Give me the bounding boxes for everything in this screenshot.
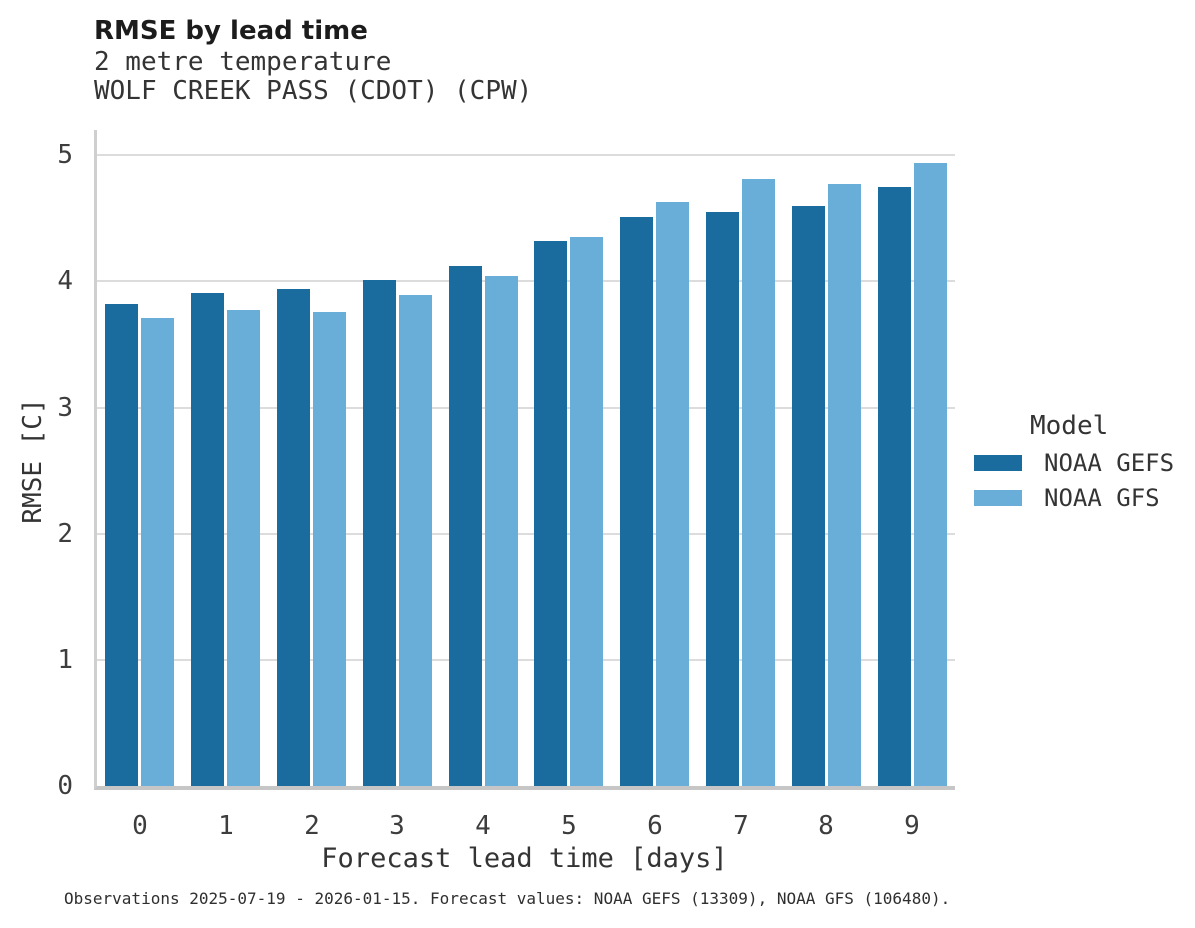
bar-noaa-gfs-lead-9 bbox=[914, 163, 947, 786]
x-tick-label-9: 9 bbox=[904, 811, 920, 841]
x-tick-label-5: 5 bbox=[561, 811, 577, 841]
bar-noaa-gfs-lead-8 bbox=[828, 184, 861, 786]
gridline-y-4 bbox=[97, 280, 955, 283]
y-tick-label-1: 1 bbox=[57, 644, 73, 675]
x-tick-label-3: 3 bbox=[389, 811, 405, 841]
bar-noaa-gefs-lead-3 bbox=[363, 280, 396, 786]
gridline-y-3 bbox=[97, 406, 955, 409]
chart-subtitle-station: WOLF CREEK PASS (CDOT) (CPW) bbox=[94, 76, 533, 106]
legend-entry-noaa-gfs: NOAA GFS bbox=[974, 486, 1174, 510]
chart-title: RMSE by lead time bbox=[94, 16, 368, 46]
bar-noaa-gfs-lead-0 bbox=[141, 318, 174, 786]
gridline-y-1 bbox=[97, 658, 955, 661]
chart-header: RMSE by lead time 2 metre temperature WO… bbox=[94, 15, 532, 106]
x-tick-label-0: 0 bbox=[132, 811, 148, 841]
bar-noaa-gefs-lead-2 bbox=[277, 289, 310, 786]
y-tick-label-3: 3 bbox=[57, 392, 73, 423]
bar-noaa-gefs-lead-8 bbox=[792, 206, 825, 786]
plot-area: 0 1 2 3 4 5 0 1 2 3 4 5 6 7 8 9 bbox=[57, 130, 955, 841]
bar-noaa-gfs-lead-2 bbox=[313, 312, 346, 786]
bar-noaa-gfs-lead-4 bbox=[485, 276, 518, 786]
footer-caption: Observations 2025-07-19 - 2026-01-15. Fo… bbox=[64, 889, 951, 908]
x-tick-label-1: 1 bbox=[218, 811, 234, 841]
legend-swatch-noaa-gefs-icon bbox=[974, 455, 1022, 471]
gridline-y-5 bbox=[97, 154, 955, 157]
bar-noaa-gefs-lead-6 bbox=[620, 217, 653, 786]
legend: Model NOAA GEFS NOAA GFS bbox=[974, 412, 1174, 510]
x-tick-label-8: 8 bbox=[818, 811, 834, 841]
bar-noaa-gefs-lead-1 bbox=[191, 293, 224, 786]
bar-noaa-gefs-lead-7 bbox=[706, 212, 739, 786]
legend-label-noaa-gefs: NOAA GEFS bbox=[1044, 449, 1175, 477]
bar-noaa-gfs-lead-5 bbox=[570, 237, 603, 786]
x-axis-title: Forecast lead time [days] bbox=[321, 843, 728, 874]
bar-noaa-gefs-lead-9 bbox=[878, 187, 911, 786]
legend-title: Model bbox=[1030, 411, 1109, 441]
legend-entry-noaa-gefs: NOAA GEFS bbox=[974, 451, 1174, 475]
x-tick-label-4: 4 bbox=[475, 811, 491, 841]
x-tick-label-6: 6 bbox=[647, 811, 663, 841]
chart-subtitle-variable: 2 metre temperature bbox=[94, 47, 392, 77]
x-tick-label-2: 2 bbox=[304, 811, 320, 841]
bar-noaa-gefs-lead-0 bbox=[105, 304, 138, 786]
bar-noaa-gfs-lead-7 bbox=[742, 179, 775, 786]
legend-swatch-noaa-gfs-icon bbox=[974, 490, 1022, 506]
y-tick-label-4: 4 bbox=[57, 266, 73, 297]
y-tick-label-5: 5 bbox=[57, 140, 73, 171]
bar-noaa-gfs-lead-6 bbox=[656, 202, 689, 786]
x-tick-label-7: 7 bbox=[733, 811, 749, 841]
legend-label-noaa-gfs: NOAA GFS bbox=[1044, 484, 1160, 512]
gridline-y-2 bbox=[97, 532, 955, 535]
bar-noaa-gfs-lead-3 bbox=[399, 295, 432, 786]
y-tick-label-2: 2 bbox=[57, 518, 73, 549]
bar-noaa-gefs-lead-4 bbox=[449, 266, 482, 786]
bar-noaa-gefs-lead-5 bbox=[534, 241, 567, 786]
bar-noaa-gfs-lead-1 bbox=[227, 310, 260, 786]
y-tick-label-0: 0 bbox=[57, 771, 73, 801]
